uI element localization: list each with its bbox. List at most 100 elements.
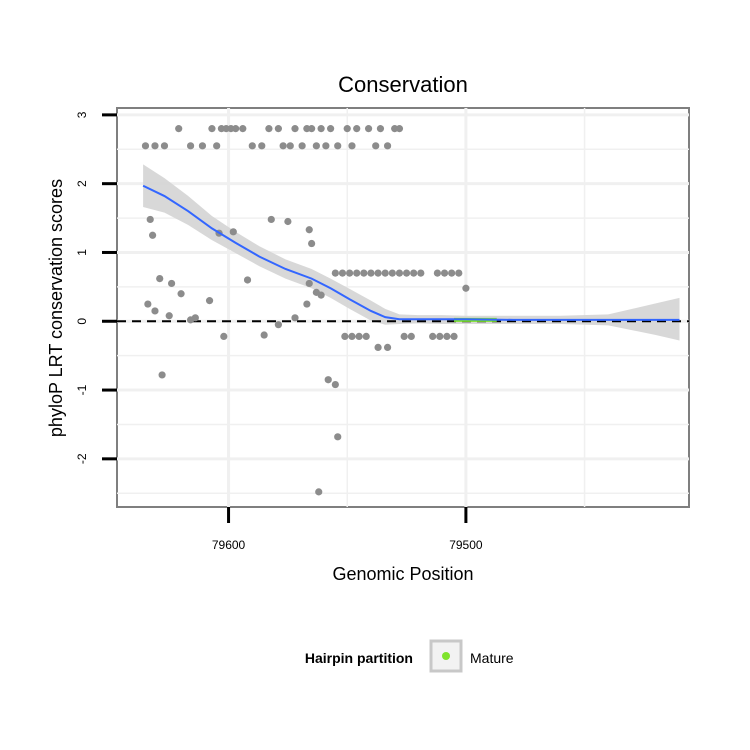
data-point [284, 217, 292, 226]
data-point [303, 300, 311, 308]
data-point [348, 332, 356, 340]
data-point [383, 343, 392, 351]
smooth-trend-line [142, 184, 680, 321]
data-point [158, 371, 166, 379]
legend-title: Hairpin partition [305, 650, 413, 666]
chart-title: Conservation [338, 72, 468, 97]
data-point [146, 215, 154, 224]
data-point [436, 332, 444, 340]
data-point [274, 321, 282, 329]
data-point [208, 125, 216, 133]
data-point [331, 269, 339, 277]
data-point [165, 312, 173, 320]
data-point [355, 332, 363, 340]
data-point [353, 269, 361, 277]
data-point [362, 332, 370, 340]
data-point [286, 142, 294, 150]
data-point [360, 269, 368, 277]
data-point [315, 488, 323, 496]
data-point [448, 269, 456, 277]
data-point [243, 276, 252, 284]
data-point [312, 142, 320, 150]
y-tick-label: -2 [75, 453, 89, 464]
data-point [383, 142, 392, 150]
data-point [141, 142, 150, 150]
legend-label-mature: Mature [470, 650, 514, 666]
data-point [341, 332, 349, 340]
data-point [407, 332, 415, 340]
data-point [388, 269, 396, 277]
data-point [298, 142, 306, 150]
x-tick-label: 79500 [449, 538, 483, 552]
data-point [348, 142, 356, 150]
data-point [239, 125, 247, 133]
legend-dot-mature [442, 652, 450, 660]
data-point [462, 284, 470, 292]
data-point [151, 142, 159, 150]
data-point [305, 226, 313, 234]
data-point [149, 231, 157, 239]
plot-panel [116, 107, 690, 508]
data-point [186, 142, 195, 150]
data-point [160, 142, 169, 150]
data-point [345, 269, 354, 277]
data-point [455, 269, 463, 277]
data-point [381, 269, 389, 277]
data-point [308, 125, 316, 133]
data-point [167, 279, 176, 288]
data-point [317, 125, 325, 133]
data-point [213, 142, 221, 150]
data-point [338, 269, 347, 277]
data-point [156, 275, 164, 283]
y-tick-label: 0 [75, 318, 89, 325]
data-point [410, 269, 418, 277]
data-point [334, 433, 342, 441]
data-point [274, 125, 282, 133]
data-point [450, 332, 458, 340]
data-point [327, 125, 335, 133]
data-point [308, 239, 316, 248]
data-point [372, 142, 380, 150]
data-point [417, 269, 425, 277]
data-point [395, 125, 404, 133]
data-point [260, 331, 268, 339]
axis-ticks: 3 2 1 0 -1 -2 79600 79500 [75, 111, 483, 552]
data-point [265, 125, 273, 133]
data-point [144, 300, 152, 308]
data-point [248, 142, 256, 150]
data-point [258, 142, 266, 150]
data-point [279, 142, 287, 150]
data-point [267, 215, 275, 224]
data-point [433, 269, 442, 277]
data-point [440, 269, 449, 277]
data-points [141, 125, 470, 496]
data-point [429, 332, 437, 340]
data-point [291, 125, 299, 133]
data-point [374, 269, 382, 277]
data-point [198, 142, 207, 150]
data-point [395, 269, 404, 277]
y-tick-label: 3 [75, 111, 89, 118]
y-tick-label: 2 [75, 180, 89, 187]
data-point [305, 279, 313, 288]
data-point [291, 314, 299, 322]
data-point [322, 142, 330, 150]
data-point [220, 332, 228, 340]
data-point [175, 125, 183, 133]
data-point [177, 290, 185, 298]
data-point [317, 291, 325, 299]
data-point [232, 125, 240, 133]
data-point [186, 316, 195, 324]
data-point [400, 332, 408, 340]
y-tick-label: -1 [75, 384, 89, 395]
y-axis-label: phyloP LRT conservation scores [46, 179, 66, 437]
data-point [205, 297, 214, 305]
data-point [353, 125, 361, 133]
data-point [229, 228, 237, 236]
x-axis-label: Genomic Position [332, 564, 473, 584]
data-point [376, 125, 385, 133]
data-point [443, 332, 451, 340]
data-point [364, 125, 373, 133]
x-tick-label: 79600 [212, 538, 246, 552]
